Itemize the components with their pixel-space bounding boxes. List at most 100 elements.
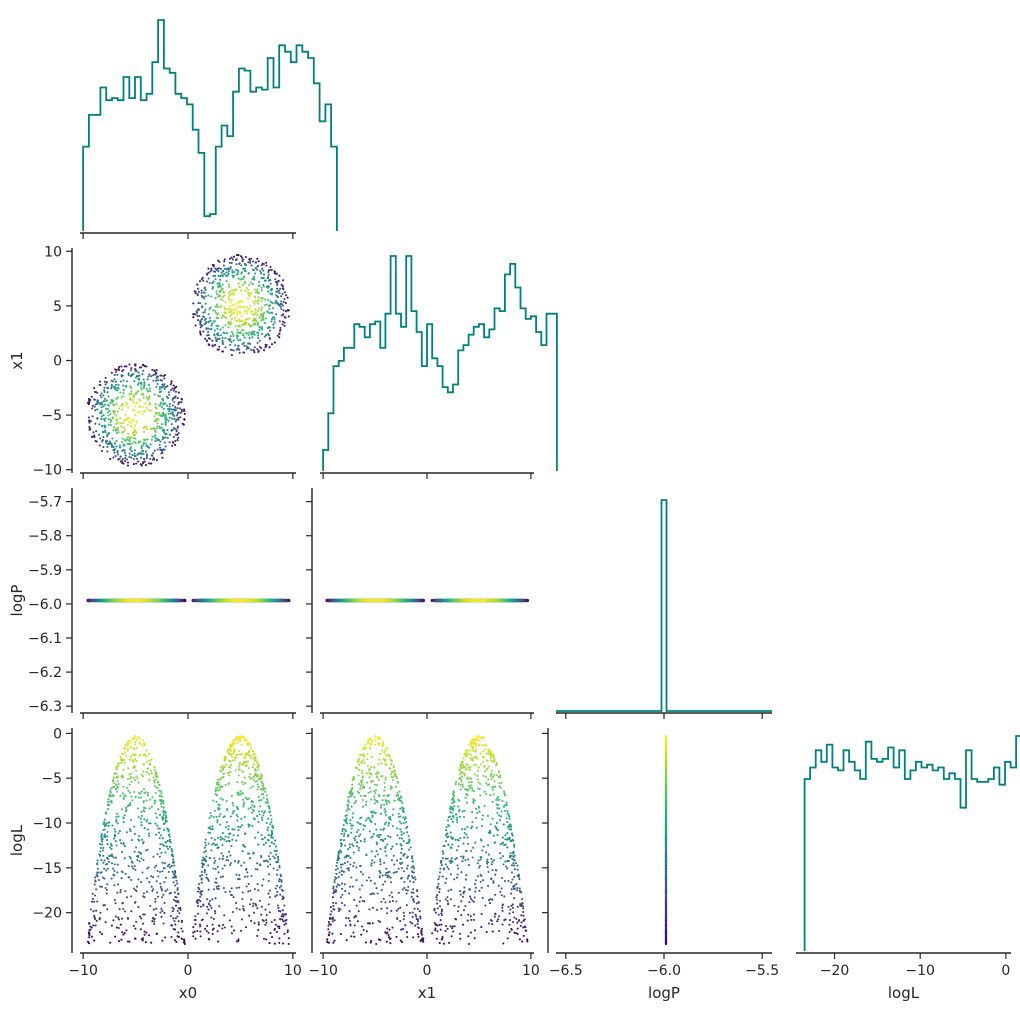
scatter-point [199,320,202,323]
scatter-point [142,913,145,916]
scatter-point [212,265,215,268]
scatter-point [96,417,99,420]
scatter-point [230,887,233,890]
scatter-point [155,427,158,430]
scatter-point [235,268,238,271]
scatter-point [145,454,149,457]
scatter-point [163,383,166,386]
scatter-point [112,410,115,413]
scatter-point [257,299,260,302]
scatter-point [221,342,225,346]
scatter-point [264,908,267,911]
y-tick-label: −6.1 [28,631,62,647]
scatter-point [124,413,127,416]
scatter-point [109,413,112,416]
scatter-point [196,283,199,286]
scatter-point [143,930,146,933]
scatter-point [199,326,202,329]
scatter-point [207,888,210,891]
scatter-point [139,928,142,931]
scatter-point [157,379,160,382]
scatter-point [252,348,255,351]
scatter-point [221,299,224,302]
scatter-point [116,891,119,894]
scatter-point [254,307,257,311]
scatter-point [243,270,246,273]
scatter-point [93,405,96,408]
scatter-point [284,913,287,916]
scatter-point [113,884,116,887]
scatter-point [149,904,152,907]
scatter-point [176,935,179,938]
scatter-point [160,386,163,389]
scatter-point [88,936,91,939]
scatter-point [247,261,250,264]
scatter-point [281,918,284,921]
scatter-point [133,937,137,940]
scatter-point [112,429,115,432]
scatter-point [176,407,179,410]
scatter-point [180,927,183,930]
scatter-point [212,917,215,920]
scatter-point [156,375,159,378]
scatter-point [243,276,246,279]
scatter-point [125,438,128,441]
scatter-point [155,377,158,380]
scatter-point [133,598,137,603]
scatter-point [260,264,263,267]
scatter-point [124,457,127,460]
scatter-point [135,391,138,394]
scatter-point [199,930,202,933]
scatter-point [93,894,97,897]
scatter-point [125,365,128,368]
scatter-point [112,456,115,459]
scatter-point [270,320,273,323]
scatter-point [177,403,180,406]
scatter-point [174,406,177,409]
scatter-point [121,370,124,373]
scatter-point [287,937,290,940]
scatter-point [139,463,142,466]
scatter-point [270,311,273,314]
scatter-point [260,347,263,350]
scatter-point [207,330,210,333]
scatter-point [270,920,273,924]
scatter-point [373,598,377,603]
scatter-point [278,937,281,940]
scatter-point [217,270,220,273]
scatter-point [242,907,245,910]
scatter-point [118,457,121,460]
scatter-point [207,321,210,324]
scatter-point [216,338,219,341]
scatter-point [100,415,103,418]
scatter-point [163,901,166,905]
scatter-point [91,407,94,410]
scatter-point [123,439,126,442]
scatter-point [127,374,130,377]
scatter-point [145,427,148,430]
scatter-point [278,320,281,323]
scatter-point [207,327,210,330]
scatter-point [116,373,119,376]
scatter-point [164,423,167,426]
scatter-point [245,318,248,321]
scatter-point [145,456,148,460]
scatter-point [170,935,173,939]
y-tick-label: −6.0 [28,597,62,613]
scatter-point [140,445,143,448]
scatter-point [135,457,139,460]
scatter-point [135,885,139,888]
scatter-point [232,255,236,258]
scatter-point [116,429,119,432]
scatter-point [166,436,169,440]
scatter-point [131,399,134,402]
scatter-point [164,373,167,377]
scatter-logP-vs-x0 [86,598,291,603]
scatter-point [228,919,231,922]
scatter-point [103,419,106,422]
scatter-point [126,403,129,406]
scatter-point [266,277,269,280]
scatter-point [158,446,162,449]
scatter-point [118,444,121,447]
scatter-point [208,281,211,285]
